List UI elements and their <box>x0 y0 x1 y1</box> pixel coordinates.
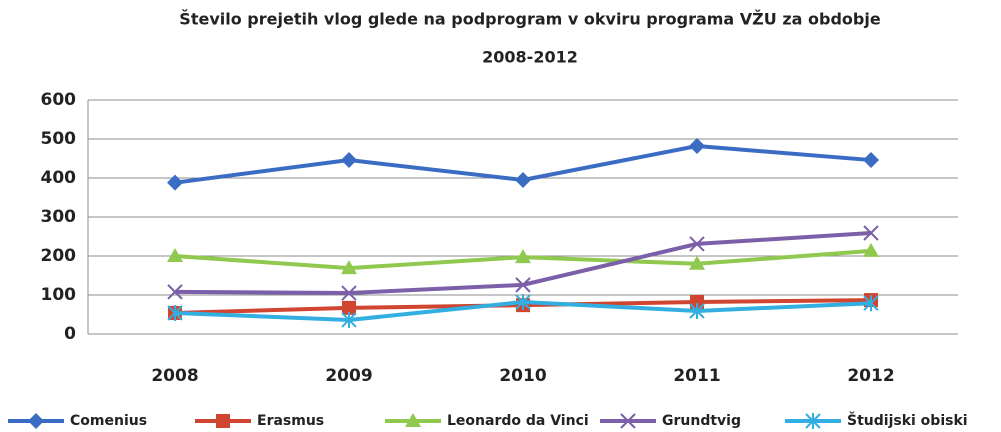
legend-label: Comenius <box>70 413 147 429</box>
marker <box>167 284 183 300</box>
marker <box>620 413 636 429</box>
marker <box>341 260 357 275</box>
marker <box>405 413 421 427</box>
y-tick-label: 300 <box>41 207 77 227</box>
legend-label: Erasmus <box>257 413 324 429</box>
marker <box>515 277 531 293</box>
chart-title: Število prejetih vlog glede na podprogra… <box>179 10 881 29</box>
marker <box>863 295 879 312</box>
legend-label: Grundtvig <box>662 413 741 429</box>
marker <box>167 248 183 262</box>
marker <box>690 295 704 310</box>
marker <box>515 294 531 311</box>
marker <box>167 304 183 321</box>
marker <box>689 236 705 252</box>
x-tick-label: 2009 <box>325 366 372 386</box>
marker <box>342 300 356 315</box>
y-tick-label: 400 <box>41 168 77 188</box>
legend-label: Študijski obiski <box>847 411 968 429</box>
y-tick-label: 100 <box>41 285 77 305</box>
x-tick-label: 2012 <box>847 366 894 386</box>
marker <box>216 414 230 428</box>
marker <box>689 302 705 319</box>
marker <box>515 249 531 264</box>
x-tick-label: 2008 <box>151 366 198 386</box>
marker <box>863 152 879 169</box>
marker <box>341 152 357 169</box>
marker <box>689 255 705 270</box>
y-tick-label: 600 <box>41 90 77 110</box>
marker <box>863 225 879 241</box>
x-tick-label: 2011 <box>673 366 720 386</box>
marker <box>28 413 44 429</box>
marker <box>341 285 357 301</box>
y-tick-label: 200 <box>41 246 77 266</box>
y-tick-label: 500 <box>41 129 77 149</box>
marker <box>863 242 879 257</box>
marker <box>515 171 531 188</box>
marker <box>689 138 705 155</box>
chart-title: 2008-2012 <box>482 48 578 67</box>
x-tick-label: 2010 <box>499 366 546 386</box>
marker <box>805 413 821 429</box>
marker <box>341 311 357 328</box>
legend-label: Leonardo da Vinci <box>447 413 589 429</box>
y-tick-label: 0 <box>64 324 76 344</box>
marker <box>167 174 183 191</box>
